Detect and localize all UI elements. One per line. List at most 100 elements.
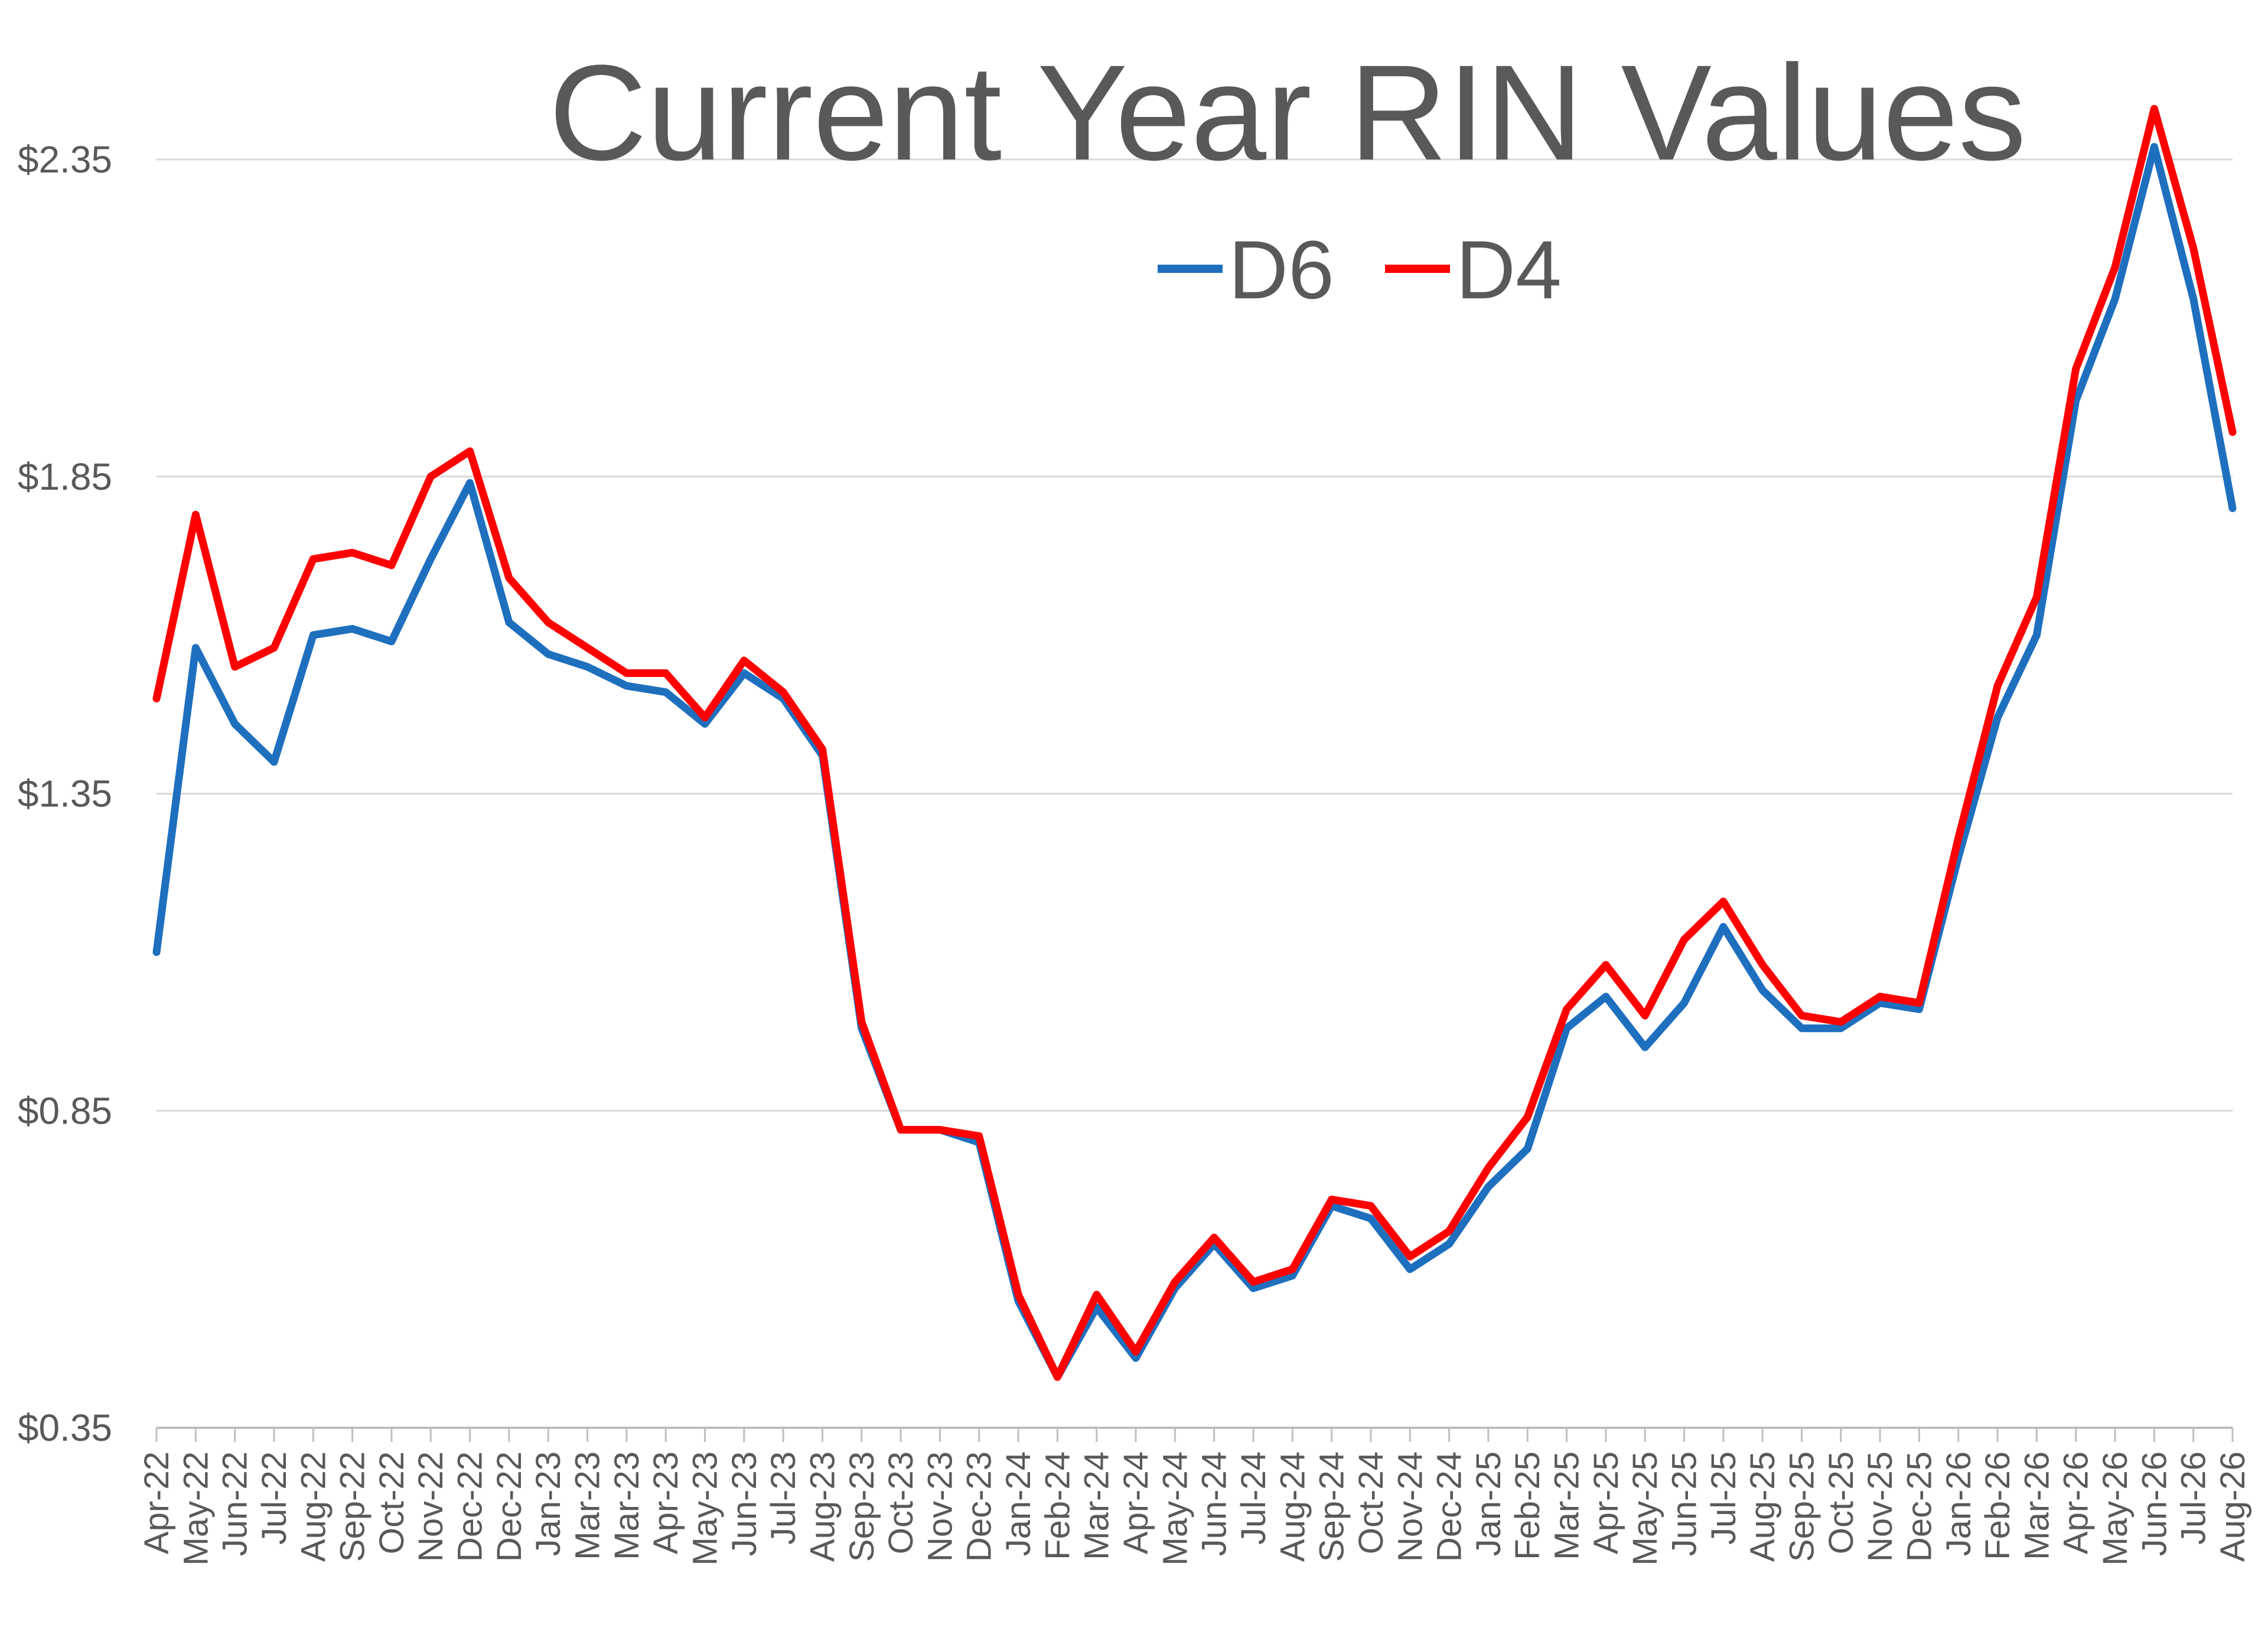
data-point-d4 [2114,267,2116,268]
x-tick-label: Nov-22 [412,1451,450,1562]
data-point-d4 [1057,1376,1058,1378]
data-point-d6 [156,952,157,953]
data-point-d6 [1840,1028,1842,1029]
data-point-d6 [1096,1307,1097,1308]
x-tick-label: Sep-24 [1313,1451,1351,1562]
data-point-d4 [1253,1281,1254,1282]
data-point-d4 [1684,939,1685,940]
data-point-d6 [234,723,236,724]
data-point-d6 [1918,1009,1920,1010]
data-point-d6 [312,634,314,636]
data-point-d4 [626,673,627,674]
data-point-d6 [509,622,510,623]
data-point-d4 [1879,996,1881,997]
x-tick-label: Jul-22 [255,1451,294,1545]
x-tick-label: Apr-23 [647,1451,685,1554]
x-tick-label: Aug-23 [803,1451,842,1562]
data-point-d4 [783,692,784,693]
data-point-d4 [2193,248,2194,249]
x-axis: Apr-22 May-22 Jun-22 Jul-22 Aug-22 Sep-22 Oct-… [138,1427,2252,1565]
data-point-d4 [1527,1116,1528,1118]
legend-label-d6: D6 [1228,223,1334,316]
data-point-d4 [312,558,314,559]
data-point-d6 [2193,298,2194,299]
data-point-d6 [352,628,353,629]
x-tick-label: Jun-26 [2135,1451,2174,1556]
data-point-d4 [744,660,745,661]
x-tick-label: Mar-23 [569,1451,607,1560]
y-tick-label: $1.35 [18,773,112,815]
x-tick-label: Jul-23 [764,1451,803,1545]
data-point-d6 [1684,1002,1685,1004]
data-point-d4 [1840,1021,1842,1023]
legend: D6 D4 [1158,223,1562,316]
data-point-d4 [822,748,823,750]
data-point-d6 [1135,1357,1136,1359]
data-point-d6 [2036,634,2037,636]
x-tick-label: Mar-24 [1078,1451,1116,1560]
x-tick-label: Mar-25 [1548,1451,1586,1560]
data-point-d6 [195,647,196,649]
data-point-d4 [1096,1294,1097,1295]
x-tick-label: Dec-25 [1900,1451,1938,1562]
data-point-d4 [195,514,196,515]
data-point-d4 [234,666,236,668]
data-point-d6 [1409,1269,1410,1270]
data-point-d6 [1292,1275,1293,1276]
data-point-d6 [1449,1243,1450,1245]
x-tick-label: Aug-22 [294,1451,333,1562]
data-point-d6 [665,692,666,693]
y-tick-label: $2.35 [18,138,112,181]
x-tick-label: Jan-25 [1469,1451,1508,1556]
x-tick-label: Aug-24 [1273,1451,1312,1562]
x-tick-label: May-25 [1626,1451,1664,1565]
data-point-d4 [1566,1009,1568,1010]
x-tick-label: Jan-24 [999,1451,1038,1556]
data-point-d6 [1644,1047,1645,1048]
data-point-d4 [665,673,666,674]
x-tick-label: Nov-23 [921,1451,959,1562]
x-tick-label: Mar-23 [608,1451,646,1560]
x-tick-label: Jun-22 [216,1451,255,1556]
data-point-d4 [548,622,549,623]
data-point-d6 [1762,989,1763,991]
data-point-d4 [391,565,392,566]
x-tick-label: Dec-23 [960,1451,999,1562]
x-tick-label: Jul-24 [1234,1451,1273,1545]
series-lines [152,105,2237,1381]
y-tick-label: $1.85 [18,455,112,498]
data-point-d6 [1605,996,1606,997]
data-point-d4 [587,647,588,649]
x-tick-label: Sep-25 [1783,1451,1821,1562]
data-point-d4 [2075,368,2077,369]
data-point-d4 [900,1129,901,1131]
x-tick-label: May-26 [2096,1451,2135,1565]
data-point-d6 [1527,1148,1528,1150]
x-tick-label: Mar-26 [2018,1451,2056,1560]
x-tick-label: Aug-26 [2214,1451,2252,1562]
data-point-d4 [1331,1199,1332,1200]
data-point-d6 [587,666,588,668]
data-point-d6 [705,723,706,724]
y-tick-label: $0.85 [18,1089,112,1132]
data-point-d4 [156,698,157,699]
data-point-d6 [1253,1288,1254,1289]
data-point-d6 [1801,1028,1803,1029]
x-tick-label: May-23 [686,1451,724,1565]
data-point-d6 [744,673,745,674]
x-tick-label: Apr-26 [2057,1451,2096,1554]
x-tick-label: Apr-25 [1587,1451,1625,1554]
data-point-d4 [1214,1237,1215,1238]
data-point-d6 [2114,298,2116,299]
data-point-d6 [1723,926,1724,927]
x-tick-label: Feb-26 [1979,1451,2017,1560]
data-point-d6 [2232,507,2233,509]
data-point-d4 [1292,1269,1293,1270]
data-point-d4 [1174,1281,1175,1282]
data-point-d4 [1018,1294,1019,1295]
data-point-d6 [548,653,549,655]
x-tick-label: Apr-24 [1117,1451,1155,1554]
x-tick-label: Feb-24 [1038,1451,1077,1560]
x-tick-label: Jan-23 [529,1451,568,1556]
